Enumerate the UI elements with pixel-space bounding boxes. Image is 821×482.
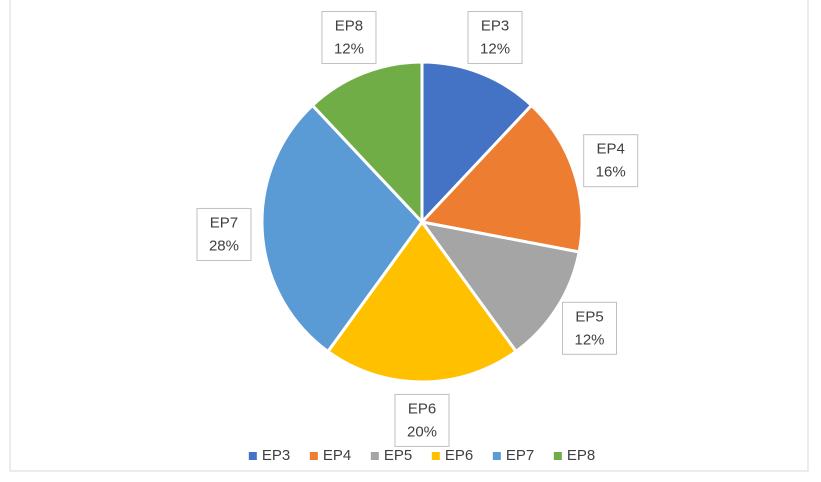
legend-swatch (309, 452, 318, 460)
legend-swatch (370, 452, 379, 460)
pie-slice (260, 103, 424, 354)
data-label-name: EP7 (210, 214, 238, 231)
legend-label: EP5 (384, 447, 412, 464)
legend-swatch (248, 452, 257, 460)
data-label-box (321, 11, 377, 65)
data-label-box (196, 207, 252, 261)
pie-slice (420, 60, 534, 226)
legend-label: EP6 (445, 447, 473, 464)
data-label-box (467, 11, 523, 65)
legend-swatch (431, 452, 440, 460)
legend-label: EP4 (323, 447, 351, 464)
data-label-value: 16% (596, 164, 626, 181)
legend-label: EP7 (506, 447, 534, 464)
data-label-box (583, 134, 639, 188)
data-label-value: 12% (480, 41, 510, 58)
pie-slice (310, 60, 424, 226)
data-label-name: EP8 (335, 18, 363, 35)
legend: EP3 EP4 EP5 EP6 EP7 EP8 (248, 447, 595, 464)
legend-label: EP3 (262, 447, 290, 464)
data-label-value: 12% (334, 41, 364, 58)
data-label-value: 20% (407, 423, 437, 440)
data-label-value: 12% (574, 331, 604, 348)
legend-swatch (492, 452, 501, 460)
pie-slice (325, 219, 519, 384)
data-label-box (394, 393, 450, 447)
pie-slice (418, 219, 581, 354)
legend-label: EP8 (567, 447, 595, 464)
data-label-value: 28% (209, 237, 239, 254)
legend-swatch (553, 452, 562, 460)
data-label-name: EP3 (481, 18, 509, 35)
data-label-name: EP6 (408, 400, 436, 417)
data-label-box (562, 301, 618, 355)
data-label-name: EP4 (597, 141, 625, 158)
pie-slice (419, 103, 584, 254)
data-label-name: EP5 (575, 308, 603, 325)
